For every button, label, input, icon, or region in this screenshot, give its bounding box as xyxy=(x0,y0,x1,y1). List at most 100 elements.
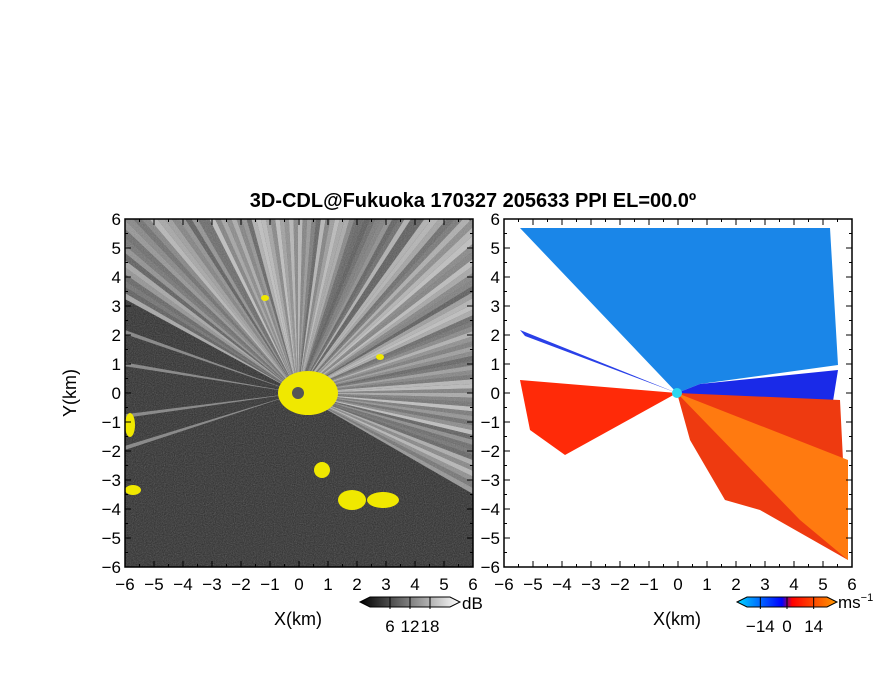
reflectivity-beam xyxy=(256,219,298,393)
x-tick-label: −5 xyxy=(523,575,542,594)
reflectivity-beam xyxy=(298,219,312,393)
reflectivity-beam xyxy=(298,258,473,393)
reflectivity-beam xyxy=(203,219,298,393)
reflectivity-beam xyxy=(298,251,473,393)
reflectivity-beam xyxy=(298,219,381,393)
reflectivity-beam xyxy=(298,219,455,393)
x-tick-label: 5 xyxy=(439,575,448,594)
reflectivity-beam xyxy=(298,297,473,393)
reflectivity-beam xyxy=(265,219,298,393)
velocity-axes: −6 −5 −4 −3 −2 −1 0 1 2 3 4 5 6 6 5 4 3 2 1 0 −1 −2 −3 −4 −5 −6 xyxy=(481,210,857,594)
reflectivity-beam xyxy=(125,252,298,393)
reflectivity-beam xyxy=(298,374,473,393)
reflectivity-beam xyxy=(298,285,473,393)
radar-site xyxy=(672,388,682,398)
y-tick-label: 2 xyxy=(491,326,500,345)
velocity-colorbar-ticks: −14 0 14 xyxy=(746,597,823,636)
x-tick-label: 1 xyxy=(323,575,332,594)
reflectivity-beam xyxy=(178,219,298,393)
y-tick-label: 4 xyxy=(112,268,121,287)
reflectivity-beam xyxy=(298,365,473,393)
reflectivity-beam xyxy=(298,393,473,477)
reflectivity-beam xyxy=(298,219,425,393)
reflectivity-beam xyxy=(149,219,298,393)
reflectivity-beam xyxy=(298,393,473,412)
reflectivity-xlabel: X(km) xyxy=(274,609,322,629)
reflectivity-beam xyxy=(298,279,473,393)
reflectivity-beam xyxy=(298,219,355,393)
velocity-xlabel: X(km) xyxy=(653,609,701,629)
reflectivity-beam xyxy=(298,219,405,393)
reflectivity-beam xyxy=(125,286,298,393)
reflectivity-beam xyxy=(220,219,298,393)
reflectivity-beam xyxy=(298,219,432,393)
reflectivity-beam xyxy=(125,219,298,393)
reflectivity-beam xyxy=(298,219,331,393)
reflectivity-beam xyxy=(298,219,371,393)
reflectivity-beam xyxy=(298,219,376,393)
y-tick-label: −3 xyxy=(102,471,121,490)
reflectivity-beam xyxy=(241,219,298,393)
reflectivity-beam xyxy=(125,237,298,393)
y-tick-label: 2 xyxy=(112,326,121,345)
reflectivity-beam xyxy=(125,260,298,393)
radar-site xyxy=(292,387,304,399)
x-tick-label: −2 xyxy=(231,575,250,594)
reflectivity-beam xyxy=(270,219,298,393)
saturation-patch xyxy=(367,492,399,508)
reflectivity-beam xyxy=(298,360,473,393)
reflectivity-beam xyxy=(298,393,473,431)
reflectivity-beam xyxy=(298,219,387,393)
reflectivity-beam xyxy=(298,393,473,426)
reflectivity-saturation xyxy=(125,295,399,510)
y-tick-label: −2 xyxy=(102,442,121,461)
reflectivity-beam xyxy=(298,383,473,393)
reflectivity-beam xyxy=(293,219,298,393)
reflectivity-beam xyxy=(298,320,473,393)
reflectivity-beam xyxy=(298,272,473,393)
x-tick-label: −1 xyxy=(260,575,279,594)
x-tick-label: 6 xyxy=(847,575,856,594)
y-tick-label: 0 xyxy=(491,384,500,403)
saturation-patch xyxy=(376,354,384,360)
x-tick-label: −3 xyxy=(581,575,600,594)
y-tick-label: −6 xyxy=(102,558,121,577)
y-tick-label: 3 xyxy=(112,297,121,316)
reflectivity-beam xyxy=(125,393,298,418)
reflectivity-colorbar-ticks: 6 12 18 xyxy=(385,597,439,636)
y-tick-label: 5 xyxy=(112,239,121,258)
y-tick-label: 1 xyxy=(112,355,121,374)
reflectivity-beam xyxy=(298,393,473,417)
reflectivity-beam xyxy=(275,219,298,393)
x-tick-label: −5 xyxy=(144,575,163,594)
y-tick-label: −4 xyxy=(481,500,500,519)
reflectivity-beam xyxy=(125,393,298,450)
reflectivity-beam xyxy=(298,219,326,393)
reflectivity-ylabel: Y(km) xyxy=(60,369,80,417)
reflectivity-beam xyxy=(298,388,473,393)
colorbar-tick-label: 14 xyxy=(804,617,823,636)
reflectivity-beam xyxy=(279,219,298,393)
reflectivity-beam xyxy=(298,331,473,393)
x-tick-label: 0 xyxy=(673,575,682,594)
reflectivity-beam xyxy=(298,393,473,495)
reflectivity-beam xyxy=(298,379,473,393)
colorbar-tick-label: 0 xyxy=(782,617,791,636)
receding-region-west xyxy=(520,380,677,455)
reflectivity-beam xyxy=(298,219,399,393)
reflectivity-beam xyxy=(298,393,473,407)
reflectivity-beam xyxy=(125,274,298,393)
reflectivity-beam xyxy=(298,393,473,455)
velocity-panel: −6 −5 −4 −3 −2 −1 0 1 2 3 4 5 6 6 5 4 3 2 1 0 −1 −2 −3 −4 −5 −6 X… xyxy=(481,210,874,636)
y-tick-label: −6 xyxy=(481,558,500,577)
x-tick-label: 5 xyxy=(818,575,827,594)
y-tick-label: 0 xyxy=(112,384,121,403)
x-tick-label: 0 xyxy=(294,575,303,594)
reflectivity-beam xyxy=(298,325,473,393)
reflectivity-beam xyxy=(261,219,298,393)
reflectivity-beam xyxy=(298,393,473,461)
colorbar-tick-label: −14 xyxy=(746,617,775,636)
receding-region-far xyxy=(677,393,848,560)
